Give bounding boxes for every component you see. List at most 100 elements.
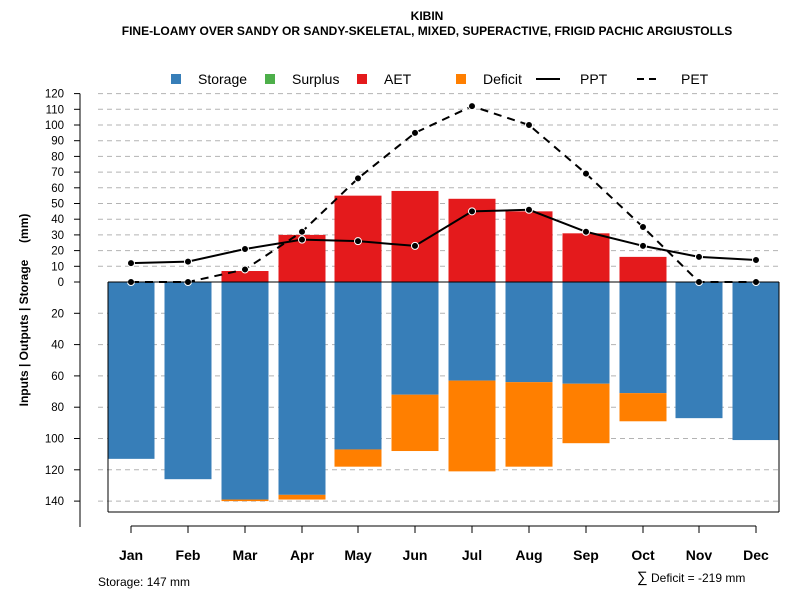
- aet-bar: [619, 256, 667, 282]
- y-tick-label: 70: [51, 167, 64, 179]
- legend-item-ppt: PPT: [536, 71, 608, 87]
- legend-item-surplus: Surplus: [265, 71, 339, 87]
- y-tick-label: 60: [51, 183, 64, 195]
- axes: 0 10 20 30 40 50 60 70 80 90 100 110 120 20 40 60 80 100 1…: [45, 89, 780, 563]
- legend-label: AET: [384, 71, 412, 87]
- storage-bar: [505, 282, 553, 383]
- deficit-bar: [391, 394, 439, 452]
- legend-label: PPT: [580, 71, 608, 87]
- x-tick-label: Feb: [176, 547, 201, 563]
- x-tick-label: Aug: [515, 547, 542, 563]
- deficit-bar: [221, 499, 269, 502]
- ppt-point: [525, 205, 533, 214]
- legend-label: Storage: [198, 71, 247, 87]
- aet-bar: [562, 233, 610, 282]
- x-tick-label: Jan: [119, 547, 143, 563]
- y-tick-label: 60: [51, 371, 64, 383]
- y-tick-label: 10: [51, 261, 64, 273]
- bars: [107, 190, 780, 502]
- y-tick-label: 0: [58, 277, 64, 289]
- storage-note: Storage: 147 mm: [98, 575, 190, 589]
- x-tick-label: Dec: [743, 547, 769, 563]
- x-tick-label: Jun: [403, 547, 428, 563]
- pet-point: [298, 227, 306, 236]
- deficit-bar: [619, 393, 667, 422]
- ppt-point: [468, 207, 476, 216]
- deficit-bar: [505, 382, 553, 467]
- legend-item-deficit: Deficit: [456, 71, 522, 87]
- legend-label: PET: [681, 71, 709, 87]
- y-tick-label: 50: [51, 199, 64, 211]
- pet-point: [411, 128, 419, 137]
- x-tick-label: Sep: [573, 547, 599, 563]
- storage-bar: [675, 282, 723, 419]
- x-tick-label: Mar: [233, 547, 258, 563]
- deficit-bar: [562, 383, 610, 444]
- legend-item-pet: PET: [637, 71, 709, 87]
- legend: Storage Surplus AET Deficit PPT PET: [171, 71, 709, 87]
- storage-bar: [562, 282, 610, 384]
- ppt-point: [127, 259, 135, 268]
- y-tick-label: 80: [51, 151, 64, 163]
- pet-point: [639, 223, 647, 232]
- y-tick-label: 40: [51, 340, 64, 352]
- storage-bar: [107, 282, 155, 459]
- series-lines: [127, 102, 760, 286]
- ppt-point: [184, 257, 192, 266]
- pet-point: [354, 174, 362, 183]
- x-tick-label: Apr: [290, 547, 315, 563]
- y-tick-label: 140: [45, 496, 64, 508]
- storage-bar: [448, 282, 496, 381]
- legend-swatch: [357, 74, 367, 84]
- x-tick-label: Oct: [631, 547, 655, 563]
- legend-label: Deficit: [483, 71, 522, 87]
- y-tick-label: 80: [51, 402, 64, 414]
- ppt-point: [241, 245, 249, 254]
- deficit-bar: [448, 380, 496, 472]
- ppt-point: [582, 227, 590, 236]
- y-tick-label: 40: [51, 214, 64, 226]
- legend-item-storage: Storage: [171, 71, 247, 87]
- legend-swatch: [171, 74, 181, 84]
- deficit-symbol: ∑: [637, 569, 648, 586]
- y-tick-label: 90: [51, 136, 64, 148]
- legend-swatch: [456, 74, 466, 84]
- y-axis-label: Inputs | Outputs | Storage (mm): [17, 214, 31, 407]
- pet-point: [241, 265, 249, 274]
- storage-bar: [221, 282, 269, 500]
- pet-point: [525, 121, 533, 129]
- chart-title: KIBIN: [411, 9, 444, 23]
- y-tick-label: 20: [51, 246, 64, 258]
- deficit-bar: [278, 494, 326, 500]
- aet-bar: [505, 211, 553, 282]
- deficit-note: Deficit = -219 mm: [651, 571, 745, 585]
- aet-bar: [221, 271, 269, 282]
- legend-swatch: [265, 74, 275, 84]
- storage-bar: [732, 282, 780, 441]
- y-tick-label: 110: [46, 104, 64, 116]
- ppt-line: [130, 208, 757, 265]
- storage-bar: [278, 282, 326, 495]
- y-tick-label: 120: [45, 465, 64, 477]
- ppt-point: [354, 237, 362, 246]
- x-tick-label: Nov: [686, 547, 713, 563]
- ppt-point: [752, 256, 760, 265]
- deficit-bar: [334, 449, 382, 467]
- chart-subtitle: FINE-LOAMY OVER SANDY OR SANDY-SKELETAL,…: [122, 24, 733, 38]
- y-tick-label: 20: [51, 308, 64, 320]
- pet-point: [468, 102, 476, 111]
- ppt-point: [298, 235, 306, 244]
- pet-line: [131, 105, 756, 283]
- x-tick-label: Jul: [462, 547, 482, 563]
- ppt-point: [695, 252, 703, 261]
- pet-point: [582, 169, 590, 178]
- storage-bar: [391, 282, 439, 395]
- storage-bar: [619, 282, 667, 394]
- storage-bar: [334, 282, 382, 450]
- y-tick-label: 100: [45, 434, 64, 446]
- y-tick-label: 100: [45, 120, 64, 132]
- ppt-point: [639, 241, 647, 250]
- legend-label: Surplus: [292, 71, 339, 87]
